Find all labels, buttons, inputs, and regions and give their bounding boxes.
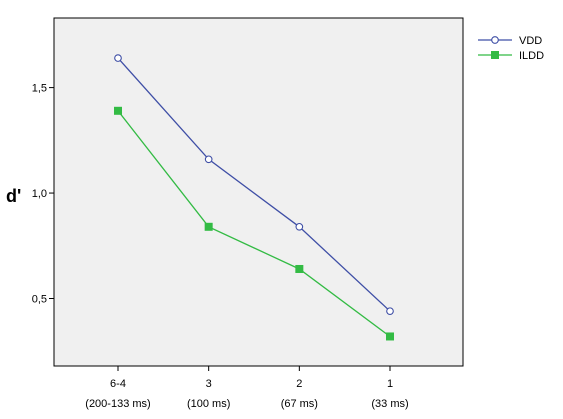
data-point: [204, 155, 213, 164]
data-point: [114, 54, 122, 62]
y-tick-label: 0,5: [32, 294, 47, 306]
data-point: [386, 332, 394, 341]
x-axis: 6-4 (200-133 ms) 3 (100 ms) 2 (67 ms) 1 (33 ms): [85, 366, 409, 410]
x-tick-sublabel: (100 ms): [187, 398, 230, 410]
legend-marker: [491, 36, 499, 44]
x-tick-label: 1: [387, 378, 393, 390]
series-line: [117, 57, 391, 312]
y-axis: 0,5 1,0 1,5: [32, 83, 54, 306]
x-tick-sublabel: (67 ms): [281, 398, 318, 410]
series-layer: [114, 54, 394, 341]
series-ildd: [114, 106, 394, 341]
data-point: [204, 222, 213, 231]
y-tick-label: 1,5: [32, 83, 47, 95]
plot-area: [53, 17, 464, 367]
legend-entry: VDD: [478, 35, 542, 47]
series-vdd: [114, 54, 394, 316]
x-tick-label: 2: [296, 378, 302, 390]
legend-marker: [491, 51, 499, 59]
x-tick-sublabel: (33 ms): [371, 398, 408, 410]
legend-label: VDD: [519, 35, 542, 47]
y-tick-label: 1,0: [32, 188, 47, 200]
x-tick-label: 6-4: [110, 378, 126, 390]
data-point: [386, 307, 394, 316]
legend-entry: ILDD: [478, 50, 544, 62]
data-point: [114, 106, 122, 115]
legend-label: ILDD: [519, 50, 544, 62]
series-line: [117, 110, 391, 337]
data-point: [295, 264, 304, 273]
x-tick-label: 3: [206, 378, 212, 390]
data-point: [295, 222, 304, 231]
y-axis-label: d': [6, 186, 21, 206]
x-tick-sublabel: (200-133 ms): [85, 398, 150, 410]
legend: VDD ILDD: [478, 35, 544, 62]
